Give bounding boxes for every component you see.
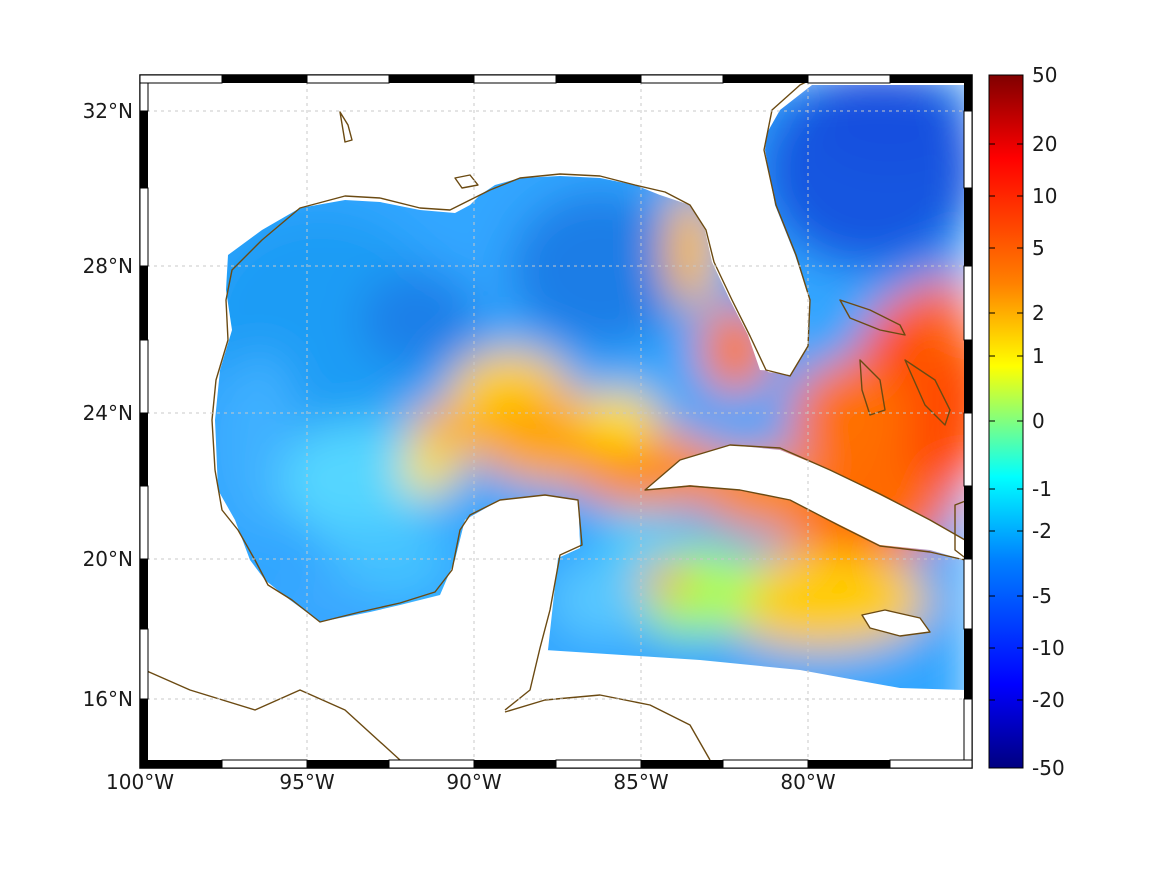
- colorbar-tick-label: -10: [1032, 636, 1065, 660]
- lon-label-95w: 95°W: [279, 770, 334, 794]
- lat-label-32n: 32°N: [83, 99, 133, 123]
- colorbar-tick-label: -2: [1032, 519, 1052, 543]
- coastline-bahamas-3: [904, 359, 951, 426]
- colorbar-tick-label: -5: [1032, 584, 1052, 608]
- coastline-honduras: [504, 694, 711, 761]
- coastline-jamaica: [861, 609, 931, 637]
- lon-label-100w: 100°W: [106, 770, 174, 794]
- colorbar-tick-label: -1: [1032, 477, 1052, 501]
- land-yucatan: [440, 495, 580, 700]
- coastline-bahamas-1: [839, 299, 906, 336]
- longitude-labels: 100°W 95°W 90°W 85°W 80°W: [106, 770, 836, 794]
- lat-label-16n: 16°N: [83, 687, 133, 711]
- lat-label-24n: 24°N: [83, 401, 133, 425]
- colorbar-tick-label: 0: [1032, 409, 1045, 433]
- colorbar-tick-label: 2: [1032, 301, 1045, 325]
- lon-label-85w: 85°W: [613, 770, 668, 794]
- colorbar-tick-label: -20: [1032, 688, 1065, 712]
- coastline-mexico-west: [214, 469, 583, 711]
- colorbar-tick-label: 1: [1032, 344, 1045, 368]
- lon-label-80w: 80°W: [780, 770, 835, 794]
- colorbar-tick-label: 5: [1032, 236, 1045, 260]
- coastline-isle-1: [339, 111, 353, 143]
- lat-label-20n: 20°N: [83, 547, 133, 571]
- colorbar-tick-label: 10: [1032, 184, 1057, 208]
- latitude-labels: 32°N 28°N 24°N 20°N 16°N: [83, 99, 133, 711]
- coastline-isle-2: [454, 174, 479, 189]
- land-cuba: [645, 445, 965, 560]
- graticule: [140, 75, 972, 768]
- land-masses: [440, 80, 965, 700]
- coastline-gulf-north: [211, 74, 821, 471]
- coastlines: [139, 74, 969, 769]
- colorbar-tick-label: 50: [1032, 63, 1057, 87]
- colorbar-tick-label: 20: [1032, 132, 1057, 156]
- colorbar-tick-label: -50: [1032, 756, 1065, 780]
- map-border: [139, 74, 973, 769]
- lat-label-28n: 28°N: [83, 254, 133, 278]
- lon-label-90w: 90°W: [446, 770, 501, 794]
- land-florida: [690, 80, 810, 375]
